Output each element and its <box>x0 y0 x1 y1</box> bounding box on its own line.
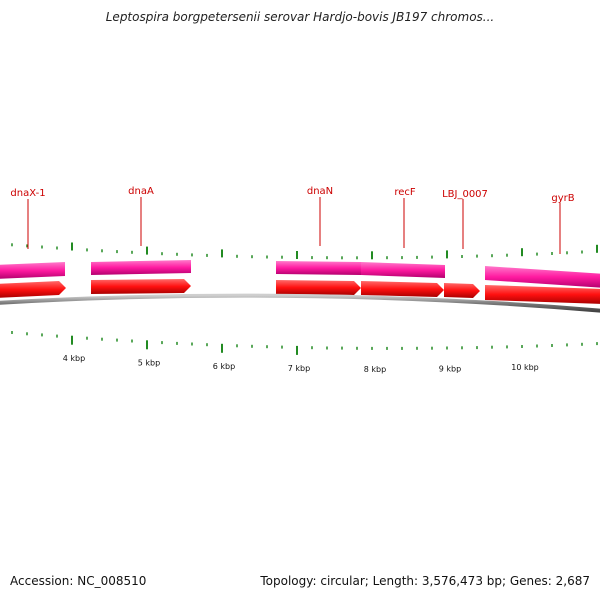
scale-label: 8 kbp <box>364 365 386 374</box>
gene-label-LBJ_0007[interactable]: LBJ_0007 <box>442 189 488 200</box>
cds-arrow-dnaA[interactable] <box>91 279 191 294</box>
topology-length-genes-label: Topology: circular; Length: 3,576,473 bp… <box>260 574 590 588</box>
gene-labels: dnaX-1 dnaA dnaN recF LBJ_0007 gyrB <box>10 186 575 254</box>
scale-label: 7 kbp <box>288 364 310 373</box>
gene-label-dnaN[interactable]: dnaN <box>307 186 333 197</box>
cds-arrow-dnaN[interactable] <box>276 280 361 295</box>
gene-label-gyrB[interactable]: gyrB <box>551 193 574 204</box>
gene-bar-dnaA[interactable] <box>91 260 191 275</box>
gene-bar-gyrB[interactable] <box>485 266 600 288</box>
cds-track <box>0 279 600 304</box>
gene-bar-dnaX-1[interactable] <box>0 262 65 279</box>
scale-label: 6 kbp <box>213 362 235 371</box>
cds-arrow-recF[interactable] <box>361 281 444 297</box>
gene-label-dnaA[interactable]: dnaA <box>128 186 154 197</box>
genome-backbone <box>0 293 600 313</box>
scale-label: 4 kbp <box>63 354 85 363</box>
accession-label: Accession: NC_008510 <box>10 574 147 588</box>
map-title: Leptospira borgpetersenii serovar Hardjo… <box>105 10 495 24</box>
forward-gene-track <box>0 260 600 288</box>
scale-label: 9 kbp <box>439 365 461 374</box>
outer-tick-marks <box>11 242 598 260</box>
cds-arrow-gyrB[interactable] <box>485 285 600 304</box>
gene-bar-dnaN[interactable] <box>276 261 361 275</box>
gene-label-dnaX-1[interactable]: dnaX-1 <box>10 188 45 199</box>
gene-bar-recF[interactable] <box>361 262 445 278</box>
scale-label: 5 kbp <box>138 358 160 367</box>
cds-arrow-dnaX-1[interactable] <box>0 281 66 298</box>
scale-label: 10 kbp <box>511 363 539 372</box>
inner-tick-marks: 4 kbp 5 kbp 6 kbp 7 kbp 8 kbp 9 kbp 10 kbp <box>11 331 598 374</box>
gene-label-recF[interactable]: recF <box>394 187 416 198</box>
cds-arrow-LBJ_0007[interactable] <box>444 283 480 298</box>
